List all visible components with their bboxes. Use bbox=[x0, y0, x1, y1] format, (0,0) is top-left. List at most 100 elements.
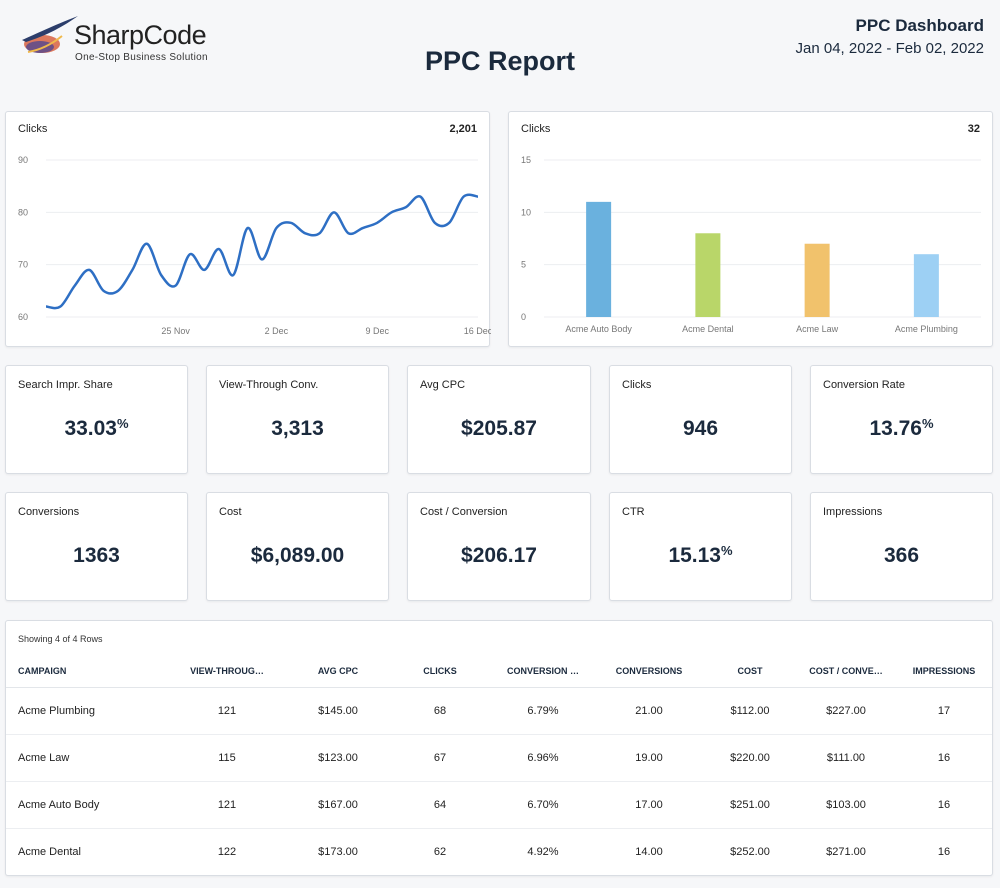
cell-view-through: 115 bbox=[166, 734, 288, 782]
kpi-conversions: Conversions 1363 bbox=[5, 492, 188, 601]
table-row: Acme Dental 122 $173.00 62 4.92% 14.00 $… bbox=[6, 828, 992, 875]
table-row: Acme Plumbing 121 $145.00 68 6.79% 21.00… bbox=[6, 687, 992, 735]
x-tick-label: 25 Nov bbox=[161, 326, 190, 336]
cell-impressions: 16 bbox=[937, 845, 951, 858]
column-header-cost[interactable]: COST bbox=[704, 655, 796, 688]
x-category-label: Acme Law bbox=[796, 324, 839, 334]
kpi-label: Impressions bbox=[823, 506, 883, 518]
cell-conversions: 17.00 bbox=[594, 781, 704, 829]
kpi-label: Search Impr. Share bbox=[18, 379, 113, 391]
cell-clicks: 64 bbox=[388, 781, 492, 829]
x-tick-label: 2 Dec bbox=[265, 326, 289, 336]
kpi-value: 366 bbox=[883, 544, 920, 567]
cell-cost: $252.00 bbox=[730, 845, 770, 858]
cell-conversions: 14.00 bbox=[635, 845, 663, 858]
kpi-label: Avg CPC bbox=[420, 379, 466, 391]
kpi-value: 3,313 bbox=[271, 417, 324, 440]
cell-conversions: 19.00 bbox=[594, 734, 704, 782]
kpi-value: 946 bbox=[682, 417, 719, 440]
cell-avg-cpc: $123.00 bbox=[288, 734, 388, 782]
column-header-conversions[interactable]: CONVERSIONS bbox=[594, 655, 704, 688]
chart-title: Clicks bbox=[521, 123, 551, 135]
kpi-view-through-conv: View-Through Conv. 3,313 bbox=[206, 365, 389, 474]
cell-conversions: 21.00 bbox=[594, 687, 704, 735]
x-category-label: Acme Auto Body bbox=[565, 324, 632, 334]
cell-impressions: 16 bbox=[896, 781, 992, 829]
cell-clicks: 67 bbox=[388, 734, 492, 782]
date-range: Jan 04, 2022 - Feb 02, 2022 bbox=[795, 40, 984, 57]
y-tick-label: 15 bbox=[521, 155, 531, 165]
brand-logo-icon bbox=[22, 16, 78, 53]
table-header-row: CAMPAIGN VIEW-THROUG… AVG CPC CLICKS CON… bbox=[6, 655, 992, 688]
cell-clicks: 68 bbox=[388, 687, 492, 735]
cell-campaign: Acme Auto Body bbox=[6, 781, 166, 829]
cell-avg-cpc: $145.00 bbox=[288, 687, 388, 735]
cell-conversion-rate: 4.92% bbox=[527, 845, 559, 858]
y-tick-label: 80 bbox=[18, 207, 28, 217]
rows-count-label: Showing 4 of 4 Rows bbox=[18, 634, 103, 644]
y-tick-label: 60 bbox=[18, 312, 28, 322]
column-header-avg-cpc[interactable]: AVG CPC bbox=[288, 655, 388, 688]
x-category-label: Acme Plumbing bbox=[895, 324, 958, 334]
y-tick-label: 70 bbox=[18, 260, 28, 270]
clicks-line-chart: 90 80 70 60 25 Nov 2 Dec 9 Dec 16 Dec bbox=[18, 155, 491, 336]
brand-name: SharpCode bbox=[74, 20, 207, 50]
dashboard-title: PPC Dashboard bbox=[855, 16, 984, 35]
kpi-label: View-Through Conv. bbox=[219, 379, 319, 391]
cell-cost: $112.00 bbox=[704, 687, 796, 735]
clicks-line-chart-card: Clicks 2,201 90 80 70 60 25 Nov 2 Dec 9 Dec 16 … bbox=[5, 111, 491, 347]
cell-conversion-rate: 6.70% bbox=[492, 781, 594, 829]
column-header-conversion-rate[interactable]: CONVERSION … bbox=[492, 655, 594, 688]
chart-total: 2,201 bbox=[449, 123, 477, 135]
x-tick-label: 16 Dec bbox=[464, 326, 491, 336]
column-header-cost-per-conversion[interactable]: COST / CONVE… bbox=[796, 655, 896, 688]
y-tick-label: 90 bbox=[18, 155, 28, 165]
kpi-value: 15.13% bbox=[668, 543, 733, 567]
kpi-label: Conversion Rate bbox=[823, 379, 905, 391]
kpi-label: Conversions bbox=[18, 506, 80, 518]
cell-avg-cpc: $173.00 bbox=[318, 845, 358, 858]
cell-cost: $220.00 bbox=[704, 734, 796, 782]
brand-logo: SharpCode One-Stop Business Solution bbox=[18, 14, 218, 70]
campaign-table: CAMPAIGN VIEW-THROUG… AVG CPC CLICKS CON… bbox=[6, 655, 992, 875]
kpi-impressions: Impressions 366 bbox=[810, 492, 993, 601]
cell-cost-per-conversion: $271.00 bbox=[826, 845, 866, 858]
report-header: SharpCode One-Stop Business Solution PPC… bbox=[0, 0, 1000, 100]
cell-cost-per-conversion: $103.00 bbox=[796, 781, 896, 829]
kpi-conversion-rate: Conversion Rate 13.76% bbox=[810, 365, 993, 474]
kpi-label: Cost / Conversion bbox=[420, 506, 508, 518]
cell-campaign: Acme Dental bbox=[18, 845, 81, 858]
cell-clicks: 62 bbox=[433, 845, 447, 858]
kpi-search-impr-share: Search Impr. Share 33.03% bbox=[5, 365, 188, 474]
table-row: Acme Law 115 $123.00 67 6.96% 19.00 $220… bbox=[6, 734, 992, 782]
chart-total: 32 bbox=[967, 123, 980, 135]
kpi-label: Cost bbox=[219, 506, 242, 518]
kpi-value: $206.17 bbox=[461, 544, 537, 567]
chart-title: Clicks bbox=[18, 123, 48, 135]
cell-cost-per-conversion: $227.00 bbox=[796, 687, 896, 735]
bar-acme-plumbing bbox=[913, 254, 939, 317]
kpi-ctr: CTR 15.13% bbox=[609, 492, 792, 601]
brand-tagline: One-Stop Business Solution bbox=[75, 52, 208, 63]
clicks-series-line bbox=[45, 193, 479, 310]
kpi-label: CTR bbox=[622, 506, 645, 518]
cell-impressions: 16 bbox=[896, 734, 992, 782]
kpi-value: 33.03% bbox=[64, 416, 129, 440]
column-header-view-through[interactable]: VIEW-THROUG… bbox=[166, 655, 288, 688]
y-tick-label: 10 bbox=[521, 207, 531, 217]
bar-acme-auto-body bbox=[586, 201, 612, 317]
cell-conversion-rate: 6.96% bbox=[492, 734, 594, 782]
kpi-cost: Cost $6,089.00 bbox=[206, 492, 389, 601]
cell-view-through: 121 bbox=[166, 781, 288, 829]
cell-cost: $251.00 bbox=[704, 781, 796, 829]
column-header-impressions[interactable]: IMPRESSIONS bbox=[896, 655, 992, 688]
column-header-clicks[interactable]: CLICKS bbox=[388, 655, 492, 688]
campaign-table-card: Showing 4 of 4 Rows CAMPAIGN VIEW-THROUG… bbox=[5, 620, 993, 876]
cell-view-through: 121 bbox=[166, 687, 288, 735]
kpi-value: $6,089.00 bbox=[250, 544, 345, 567]
column-header-campaign[interactable]: CAMPAIGN bbox=[6, 655, 166, 688]
bar-acme-law bbox=[804, 243, 830, 317]
cell-campaign: Acme Plumbing bbox=[6, 687, 166, 735]
kpi-cost-per-conversion: Cost / Conversion $206.17 bbox=[407, 492, 591, 601]
kpi-value: 13.76% bbox=[869, 416, 934, 440]
